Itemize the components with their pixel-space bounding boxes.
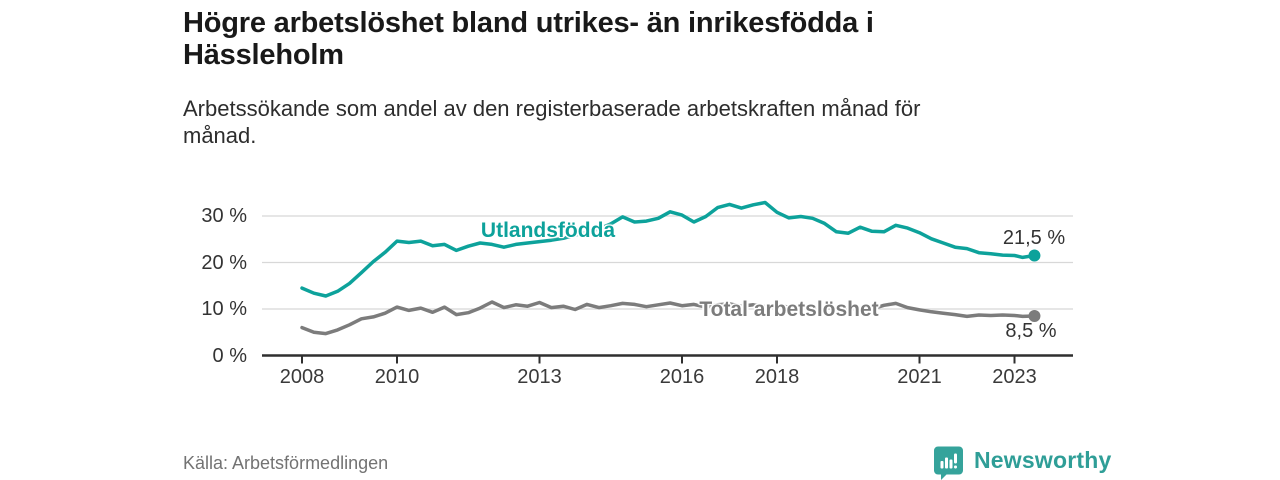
chart-subtitle: Arbetssökande som andel av den registerb… (183, 95, 1043, 149)
page-title-line2: Hässleholm (183, 39, 344, 71)
x-tick-label: 2021 (897, 366, 942, 388)
chart-subtitle-line1: Arbetssökande som andel av den registerb… (183, 96, 921, 121)
utlandsfodda-end-dot (1028, 249, 1041, 262)
x-tick-label: 2023 (992, 366, 1037, 388)
x-tick-label: 2016 (659, 366, 705, 388)
y-tick-label: 20 % (201, 251, 247, 274)
page-title: Högre arbetslöshet bland utrikes- än inr… (183, 7, 1103, 71)
newsworthy-logo[interactable]: Newsworthy (934, 446, 1111, 480)
newsworthy-logo-text: Newsworthy (974, 447, 1112, 473)
utlandsfodda-line (300, 200, 1037, 298)
total-line (300, 300, 1037, 336)
series-label-total: Total arbetslöshet (699, 298, 879, 321)
x-tick-label: 2010 (374, 366, 420, 388)
end-value-label-utlandsfodda: 21,5 % (1002, 227, 1066, 249)
x-tick-label: 2018 (754, 366, 800, 388)
x-tick-label: 2013 (517, 366, 562, 388)
newsworthy-logo-icon (934, 446, 963, 480)
source-text: Källa: Arbetsförmedlingen (183, 453, 389, 473)
x-tick-label: 2008 (279, 366, 325, 388)
series-label-utlandsfodda: Utlandsfödda (480, 219, 616, 242)
chart-subtitle-line2: månad. (183, 123, 257, 148)
end-value-label-total: 8,5 % (1005, 320, 1057, 342)
page-title-line1: Högre arbetslöshet bland utrikes- än inr… (183, 7, 874, 39)
y-tick-label: 10 % (201, 298, 247, 320)
y-tick-label: 30 % (201, 205, 247, 227)
y-tick-label: 0 % (212, 344, 247, 367)
